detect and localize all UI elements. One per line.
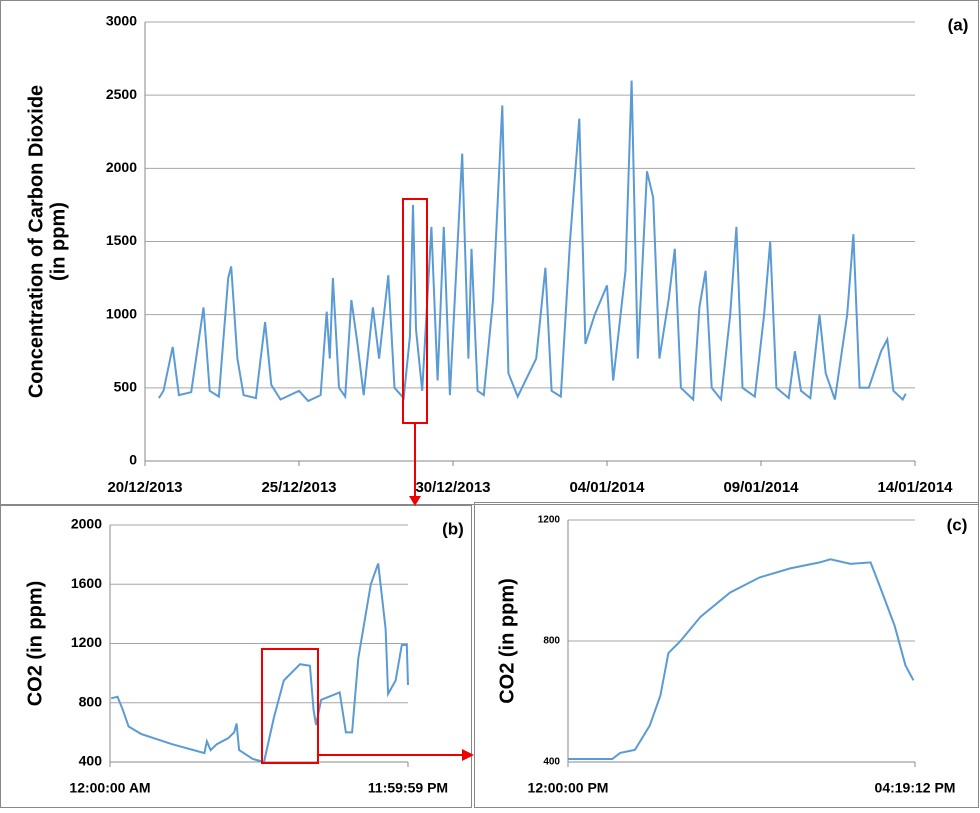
x-tick-label: 25/12/2013: [261, 479, 336, 496]
y-tick-label: 2000: [71, 516, 102, 532]
x-tick-label: 04/01/2014: [569, 479, 645, 496]
x-tick-label: 11:59:59 PM: [368, 780, 448, 796]
y-tick-label: 1200: [538, 515, 561, 526]
y-tick-label: 1500: [106, 232, 137, 248]
y-axis-label: CO2 (in ppm): [24, 581, 46, 707]
arrow-head: [462, 749, 474, 761]
y-tick-label: 800: [543, 636, 560, 647]
data-line: [158, 80, 907, 403]
x-tick-label: 04:19:12 PM: [875, 780, 956, 796]
y-tick-label: 2000: [106, 159, 137, 175]
panel-label: (c): [947, 515, 968, 534]
y-axis-label: Concentration of Carbon Dioxide: [25, 85, 47, 398]
y-tick-label: 400: [543, 757, 560, 768]
y-tick-label: 3000: [106, 13, 137, 29]
x-tick-label: 14/01/2014: [877, 479, 953, 496]
y-tick-label: 1600: [71, 575, 102, 591]
x-tick-label: 30/12/2013: [415, 479, 490, 496]
y-tick-label: 1200: [71, 634, 102, 650]
data-line: [568, 558, 915, 760]
highlight-box: [261, 648, 319, 764]
data-line: [110, 563, 409, 764]
plots: 0 500 1000 1500 2000 2500 3000 20/12/2013 25/12/…: [24, 13, 968, 796]
x-tick-label: 12:00:00 AM: [69, 780, 150, 796]
panel-label: (b): [442, 519, 464, 538]
y-tick-label: 800: [79, 693, 103, 709]
panel-label: (a): [948, 15, 969, 34]
y-tick-label: 2500: [106, 86, 137, 102]
y-tick-label: 400: [79, 753, 103, 769]
y-tick-label: 1000: [106, 305, 137, 321]
y-tick-label: 0: [129, 452, 137, 468]
x-tick-label: 20/12/2013: [107, 479, 182, 496]
x-tick-label: 12:00:00 PM: [528, 780, 609, 796]
x-tick-label: 09/01/2014: [723, 479, 799, 496]
arrow-head: [409, 496, 421, 506]
panel-a-border: [0, 0, 979, 505]
y-tick-label: 500: [114, 379, 138, 395]
y-axis-label: CO2 (in ppm): [496, 578, 518, 704]
y-axis-label: (in ppm): [47, 202, 69, 281]
